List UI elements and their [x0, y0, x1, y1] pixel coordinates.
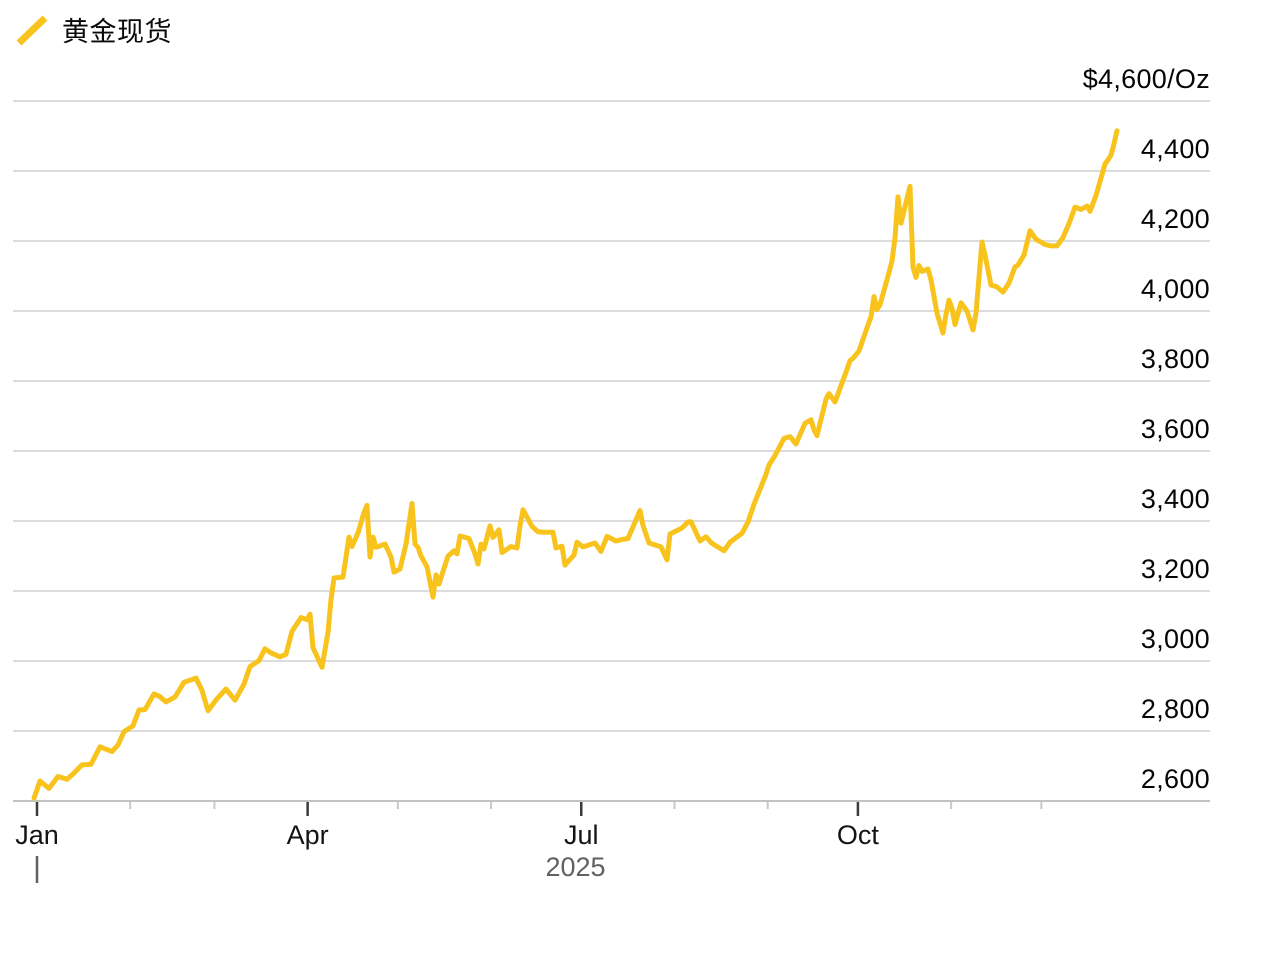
chart-legend: 黄金现货: [14, 10, 172, 49]
gold-price-line: [31, 128, 1120, 801]
series-line-swatch-icon: [16, 14, 48, 46]
series-label: 黄金现货: [62, 17, 172, 47]
